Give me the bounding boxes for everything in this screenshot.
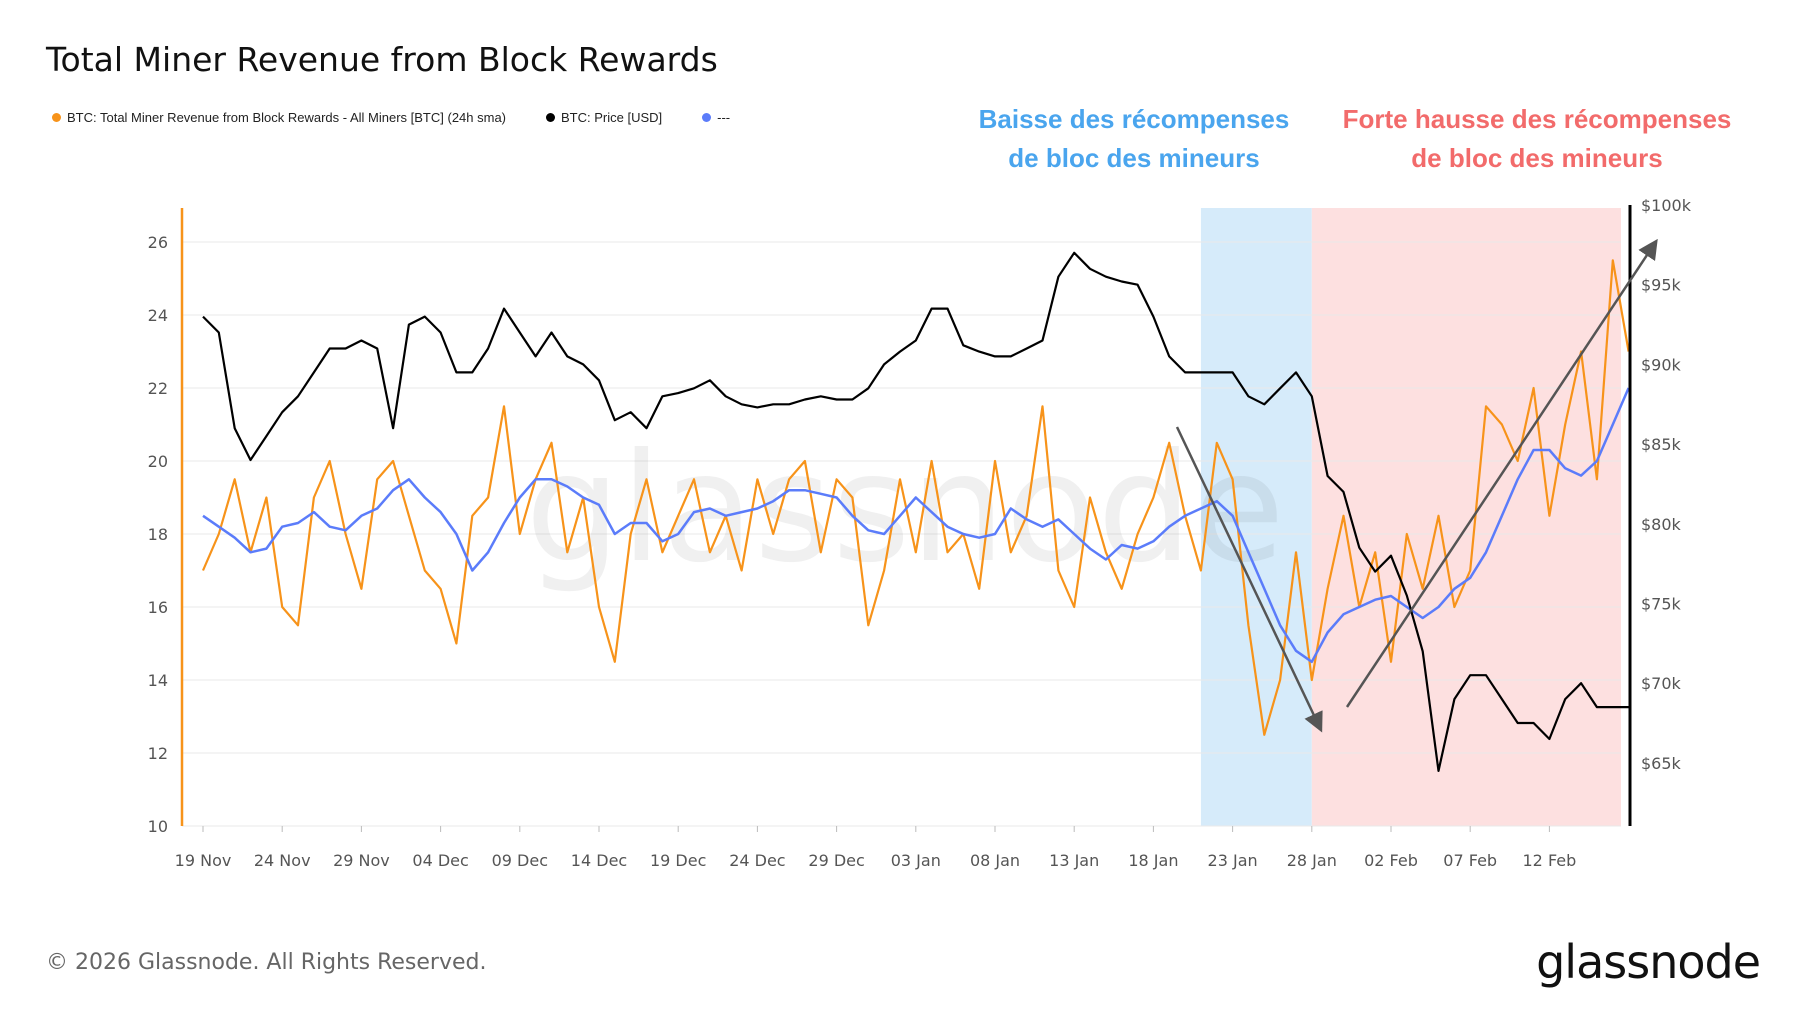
annotation-decline: Baisse des récompenses de bloc des mineu… [964,100,1304,178]
x-tick-label: 23 Jan [1208,851,1258,870]
x-tick-label: 03 Jan [891,851,941,870]
glassnode-logo: glassnode [1536,935,1761,989]
legend-dot-icon [702,113,712,122]
y-right-tick-label: $90k [1641,355,1682,374]
x-tick-label: 19 Nov [175,851,232,870]
x-tick-label: 24 Nov [254,851,311,870]
y-left-tick-label: 18 [148,525,168,544]
revenue-line [201,259,1630,736]
annotation-line: de bloc des mineurs [1411,143,1663,173]
x-tick-label: 28 Jan [1287,851,1337,870]
x-tick-label: 07 Feb [1443,851,1497,870]
legend-label: BTC: Price [USD] [561,110,663,125]
x-tick-label: 18 Jan [1128,851,1178,870]
y-right-tick-label: $85k [1641,435,1682,454]
sma-line [202,387,1630,664]
legend: BTC: Total Miner Revenue from Block Rewa… [52,110,730,125]
annotation-line: de bloc des mineurs [1008,143,1260,173]
y-right-tick-label: $80k [1641,515,1682,534]
legend-item-revenue[interactable]: BTC: Total Miner Revenue from Block Rewa… [52,110,506,125]
x-tick-label: 08 Jan [970,851,1020,870]
legend-item-price[interactable]: BTC: Price [USD] [546,110,662,125]
x-tick-label: 24 Dec [729,851,785,870]
y-left-tick-label: 14 [148,671,168,690]
annotation-line: Baisse des récompenses [978,104,1290,134]
y-right-tick-label: $65k [1641,754,1682,773]
x-tick-label: 14 Dec [571,851,627,870]
y-left-tick-label: 12 [148,744,168,763]
y-right-tick-label: $70k [1641,674,1682,693]
y-right-tick-label: $75k [1641,595,1682,614]
y-right-tick-label: $95k [1641,276,1682,295]
y-left-tick-label: 10 [148,817,168,836]
annotation-line: Forte hausse des récompenses [1342,104,1732,134]
x-tick-label: 13 Jan [1049,851,1099,870]
y-left-tick-label: 24 [148,306,168,325]
rise-arrow [1345,238,1658,708]
x-tick-label: 29 Nov [333,851,390,870]
annotation-rise: Forte hausse des récompenses de bloc des… [1327,100,1747,178]
x-tick-label: 29 Dec [808,851,864,870]
y-left-tick-label: 22 [148,379,168,398]
y-left-tick-label: 26 [148,233,168,252]
x-tick-label: 19 Dec [650,851,706,870]
legend-dot-icon [546,113,556,122]
legend-label: BTC: Total Miner Revenue from Block Rewa… [67,110,507,125]
y-left-tick-label: 16 [148,598,168,617]
copyright: © 2026 Glassnode. All Rights Reserved. [46,950,487,975]
highlight-band [1311,208,1621,826]
chart-title: Total Miner Revenue from Block Rewards [46,40,718,79]
x-tick-label: 12 Feb [1523,851,1577,870]
legend-item-sma[interactable]: --- [702,110,730,125]
y-left-tick-label: 20 [148,452,168,471]
legend-dot-icon [52,113,61,122]
y-right-tick-label: $100k [1641,196,1692,215]
x-tick-label: 02 Feb [1364,851,1418,870]
decline-arrow [1175,426,1323,733]
x-tick-label: 09 Dec [492,851,548,870]
legend-label: --- [717,110,731,125]
price-line [202,251,1629,773]
x-tick-label: 04 Dec [412,851,468,870]
